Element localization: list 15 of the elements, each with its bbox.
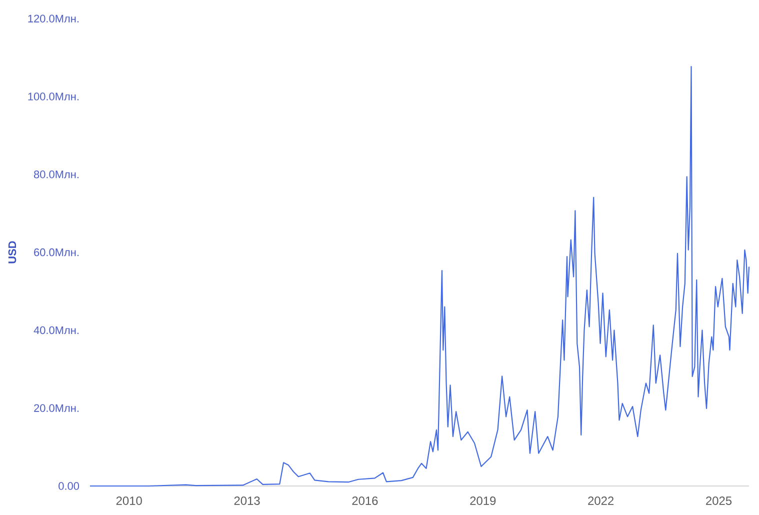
x-tick-label: 2016 xyxy=(352,496,378,505)
y-tick-label: 0.00 xyxy=(58,482,80,490)
y-tick-label: 40.0Млн. xyxy=(34,326,78,334)
x-tick-label: 2013 xyxy=(234,496,260,505)
x-tick-label: 2022 xyxy=(588,496,614,505)
x-tick-label: 2019 xyxy=(470,496,496,505)
y-tick-label: 100.0Млн. xyxy=(28,92,78,100)
y-tick-label: 80.0Млн. xyxy=(34,170,78,178)
y-axis-title: USD xyxy=(8,241,16,264)
y-tick-label: 120.0Млн. xyxy=(28,14,78,22)
x-tick-label: 2025 xyxy=(706,496,732,505)
line-series xyxy=(89,66,750,487)
x-tick-label: 2010 xyxy=(116,496,142,505)
y-tick-label: 20.0Млн. xyxy=(34,404,78,412)
y-tick-label: 60.0Млн. xyxy=(34,248,78,256)
